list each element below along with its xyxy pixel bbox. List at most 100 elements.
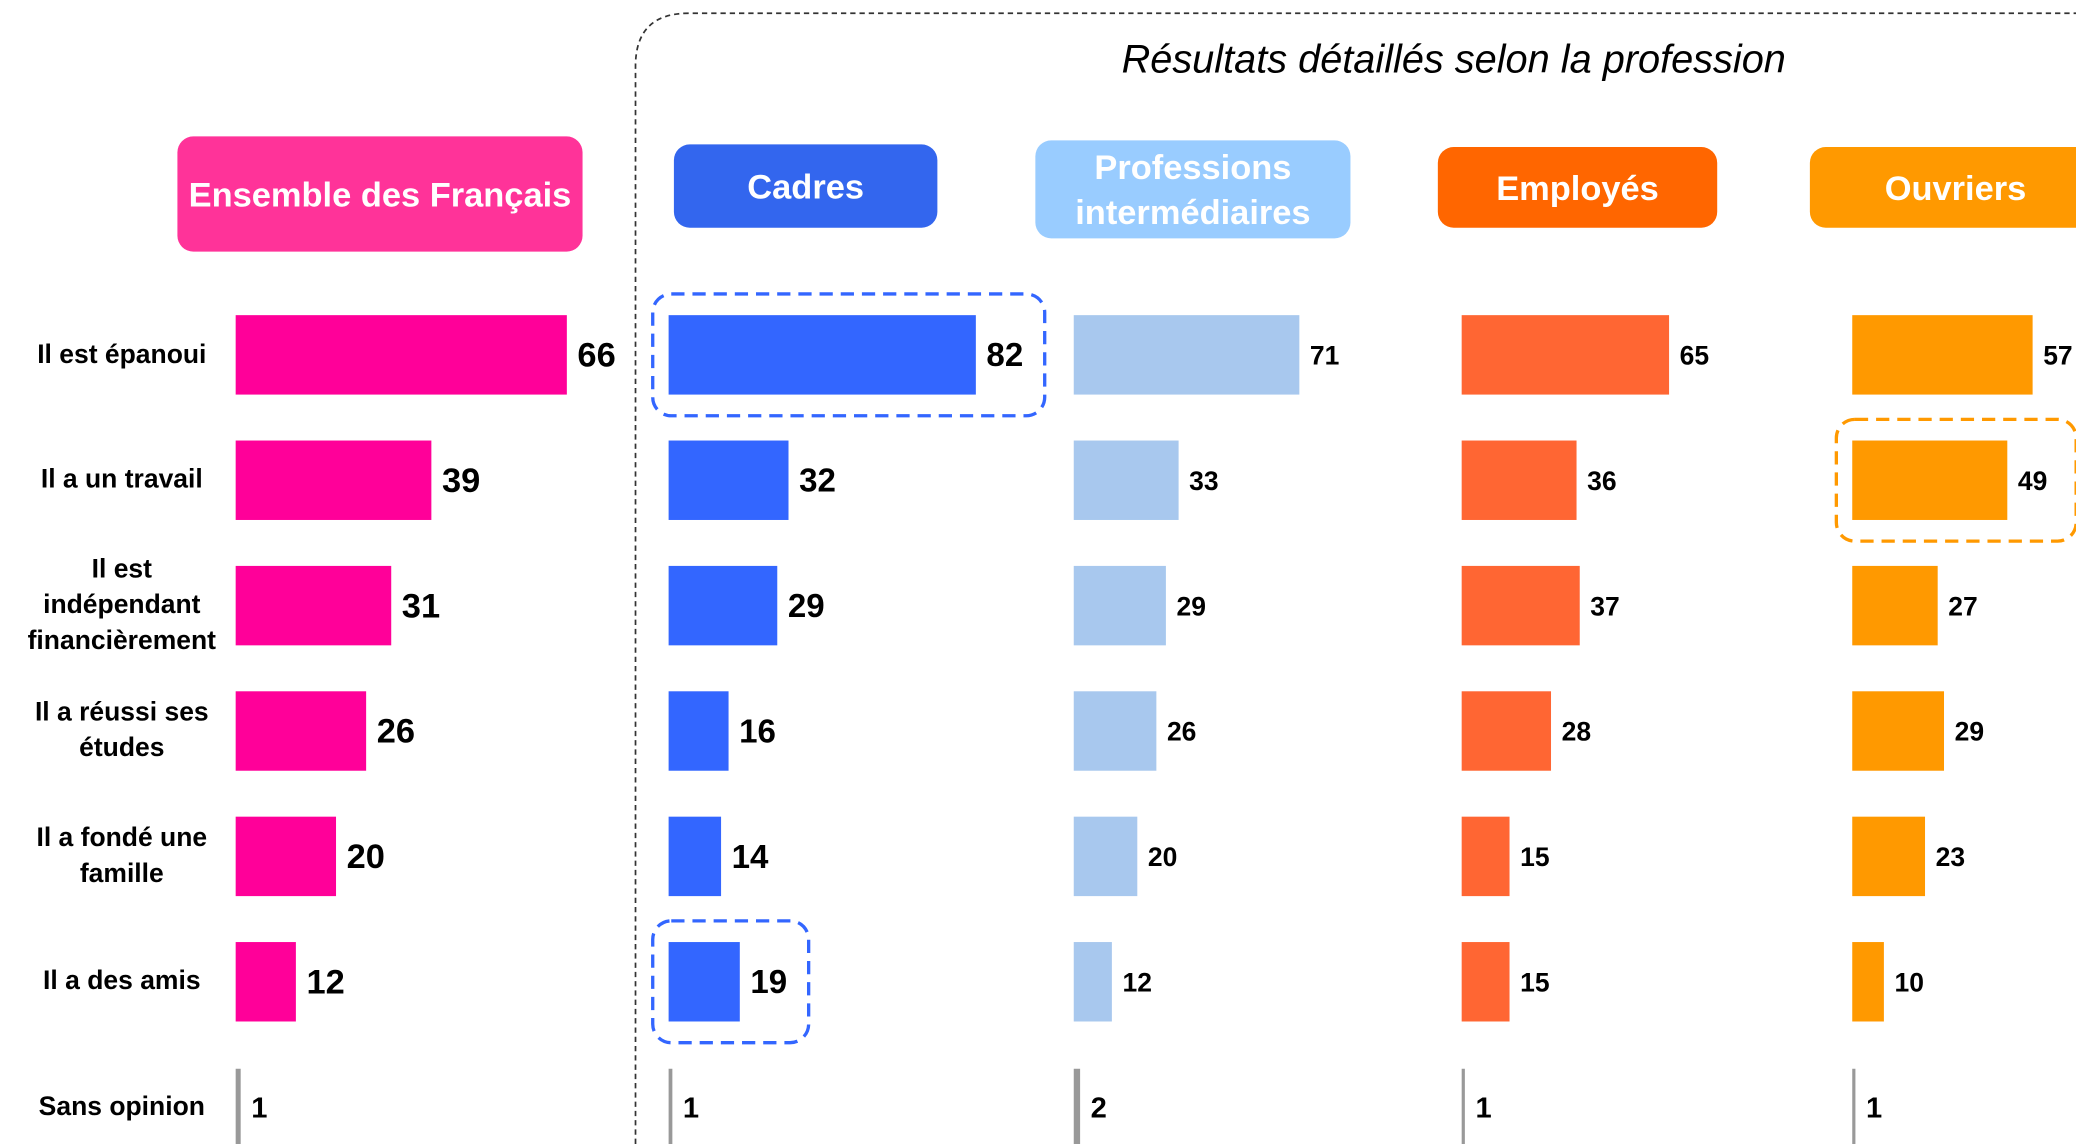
category-label-box: Il a fondé une famille [36,823,208,889]
value-label: 27 [1948,591,1977,621]
value-label: 20 [347,838,385,876]
value-label: 2 [1091,1092,1107,1124]
bar [668,565,778,646]
value-label: 82 [986,337,1023,374]
category-label: Sans opinion [38,1091,205,1122]
value-label: 28 [1562,717,1591,747]
value-label: 29 [1955,717,1984,747]
bar [235,691,367,771]
value-label: 20 [1148,842,1177,872]
value-label: 57 [2043,341,2072,371]
bar [1073,816,1138,897]
value-label: 1 [683,1092,699,1124]
value-label: 36 [1587,466,1616,496]
legend-header [1035,140,1351,239]
category-label: Il a réussi ses études [34,697,209,763]
category-label-box: Il est indépendant financièrement [27,554,216,656]
bar [235,816,337,897]
value-label: 26 [1167,717,1196,747]
bar [1073,691,1157,771]
bar [668,691,729,771]
category-label-box: Il a des amis [43,966,201,996]
bar [235,315,567,395]
value-label: 12 [306,964,344,1002]
highlight-box [1834,417,2076,543]
category-label-box: Il est épanoui [37,339,207,369]
category-label: Il a des amis [43,966,201,996]
bar [668,942,740,1022]
bar [1461,315,1670,395]
value-label: 1 [1475,1092,1491,1124]
bar [1461,565,1580,646]
legend-label: Professions intermédiaires [1075,147,1311,232]
bar [1852,315,2033,395]
bar [1852,691,1945,771]
bar [235,1068,241,1144]
bar [1073,942,1112,1022]
legend-label-box: Ouvriers [1884,167,2027,208]
value-label: 33 [1189,466,1218,496]
bar [235,440,432,520]
legend-label: Ouvriers [1884,167,2027,208]
bar [1073,565,1166,646]
highlight-box [651,292,1047,418]
value-label: 15 [1520,967,1549,997]
value-label: 12 [1122,967,1151,997]
category-label-box: Il a réussi ses études [34,697,209,763]
category-label: Il a un travail [40,465,203,495]
legend-header [177,136,583,252]
bar [1852,1068,1856,1144]
bar [668,440,789,520]
legend-header [673,144,938,228]
category-label: Il est épanoui [37,339,207,369]
value-label: 1 [251,1092,267,1124]
bar [1461,942,1510,1022]
value-label: 49 [2018,466,2047,496]
value-label: 31 [402,587,440,625]
bar [1073,440,1179,520]
bar [1852,565,1938,646]
bar [1852,816,1926,897]
legend-header [1437,147,1718,228]
category-label: Il a fondé une famille [36,823,208,889]
bar [1073,1068,1081,1144]
bar [1461,816,1510,897]
bar [1852,440,2008,520]
category-label-box: Il a un travail [40,465,203,495]
legend-label-box: Ensemble des Français [188,174,572,214]
value-label: 71 [1310,341,1339,371]
bar [1461,440,1577,520]
legend-label-box: Employés [1496,167,1659,208]
bar [1461,691,1552,771]
bar [1461,1068,1465,1144]
legend-label: Cadres [747,166,865,206]
legend-label: Employés [1496,167,1659,208]
bar [1073,315,1300,395]
value-label: 16 [739,713,776,750]
value-label: 23 [1936,842,1965,872]
value-label: 66 [577,337,615,375]
legend-label-box: Cadres [747,166,865,206]
value-label: 37 [1590,591,1619,621]
value-label: 32 [799,463,836,500]
legend-header [1809,147,2076,228]
legend-label-box: Professions intermédiaires [1075,147,1311,232]
category-label: Il est indépendant financièrement [27,554,216,656]
legend-label: Ensemble des Français [188,174,572,214]
category-label-box: Sans opinion [38,1091,205,1122]
bar [1852,942,1884,1022]
value-label: 1 [1866,1092,1882,1124]
value-label: 15 [1520,842,1549,872]
value-label: 65 [1680,341,1709,371]
value-label: 26 [377,713,415,751]
value-label: 10 [1894,967,1923,997]
highlight-box [651,919,811,1045]
value-label: 14 [732,839,769,876]
bar [235,565,392,646]
value-label: 29 [1176,591,1205,621]
chart-title: Résultats détaillés selon la profession [1122,38,1786,82]
bar [668,315,976,395]
value-label: 39 [442,462,480,500]
detail-frame [634,12,2076,1144]
